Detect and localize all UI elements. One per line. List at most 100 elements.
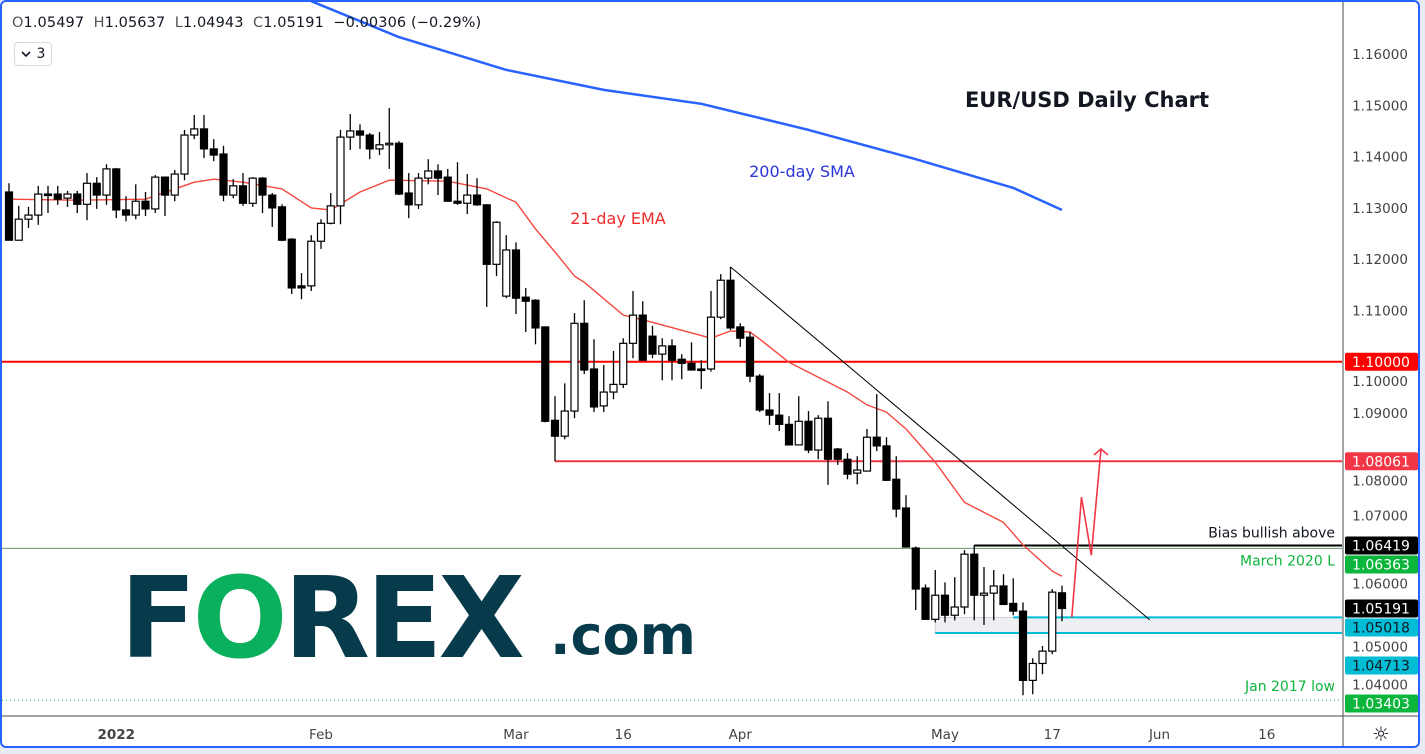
candle[interactable]: [697, 360, 706, 389]
candle[interactable]: [229, 179, 238, 199]
candle[interactable]: [853, 456, 862, 485]
candle[interactable]: [375, 131, 384, 156]
candle[interactable]: [53, 185, 62, 205]
candle[interactable]: [580, 300, 589, 375]
candle[interactable]: [1057, 585, 1067, 622]
candle[interactable]: [658, 338, 667, 381]
candle[interactable]: [268, 193, 277, 227]
candle[interactable]: [394, 141, 404, 196]
candle[interactable]: [472, 178, 482, 206]
candle[interactable]: [521, 287, 530, 333]
candle[interactable]: [765, 393, 774, 425]
candle[interactable]: [667, 339, 677, 381]
candle[interactable]: [999, 574, 1008, 606]
candle[interactable]: [589, 339, 599, 413]
candle[interactable]: [238, 173, 248, 206]
candle[interactable]: [43, 185, 53, 214]
candle[interactable]: [921, 584, 930, 620]
candle[interactable]: [219, 145, 228, 202]
candle[interactable]: [385, 107, 394, 169]
candle[interactable]: [209, 139, 218, 162]
candle[interactable]: [784, 416, 794, 446]
candle[interactable]: [287, 238, 296, 295]
candle[interactable]: [443, 168, 452, 202]
candle[interactable]: [775, 393, 784, 432]
candle[interactable]: [862, 429, 872, 472]
candle[interactable]: [492, 221, 501, 277]
candle[interactable]: [141, 191, 150, 217]
candle[interactable]: [736, 323, 745, 347]
candle[interactable]: [570, 313, 579, 419]
candle[interactable]: [814, 415, 823, 460]
candle[interactable]: [687, 342, 696, 371]
candle[interactable]: [970, 544, 979, 621]
candle[interactable]: [502, 235, 511, 299]
candle[interactable]: [979, 567, 989, 625]
candle[interactable]: [102, 164, 111, 205]
candle[interactable]: [453, 162, 462, 205]
candle[interactable]: [794, 396, 803, 446]
candle[interactable]: [716, 274, 725, 320]
candle[interactable]: [424, 159, 433, 185]
candle[interactable]: [755, 374, 764, 413]
candle[interactable]: [482, 204, 491, 307]
candle[interactable]: [131, 184, 140, 220]
candle[interactable]: [63, 190, 72, 207]
candle[interactable]: [950, 577, 959, 621]
candle[interactable]: [151, 175, 160, 214]
candle[interactable]: [599, 364, 608, 413]
candle[interactable]: [706, 291, 716, 372]
candle[interactable]: [989, 570, 998, 621]
candle[interactable]: [619, 338, 628, 388]
candle[interactable]: [180, 129, 189, 181]
candle[interactable]: [560, 383, 569, 440]
candle[interactable]: [531, 299, 540, 345]
candle[interactable]: [677, 354, 686, 380]
candle[interactable]: [550, 396, 560, 462]
candle[interactable]: [307, 235, 316, 292]
candle[interactable]: [34, 185, 43, 225]
candle[interactable]: [277, 204, 287, 242]
candle[interactable]: [833, 447, 842, 465]
candle[interactable]: [843, 453, 852, 480]
candle[interactable]: [316, 219, 326, 249]
candle[interactable]: [1038, 646, 1047, 675]
candle[interactable]: [648, 325, 657, 359]
candle[interactable]: [940, 582, 950, 623]
candle[interactable]: [4, 183, 14, 241]
candle[interactable]: [726, 266, 735, 330]
candle[interactable]: [911, 546, 920, 611]
candle[interactable]: [823, 401, 833, 485]
candle[interactable]: [1009, 578, 1018, 616]
candle[interactable]: [258, 177, 267, 214]
candle[interactable]: [1028, 658, 1037, 695]
candle[interactable]: [336, 129, 345, 225]
candle[interactable]: [112, 167, 121, 219]
candle[interactable]: [433, 164, 443, 196]
candle[interactable]: [73, 190, 82, 214]
candle[interactable]: [638, 301, 647, 361]
candle[interactable]: [92, 177, 101, 209]
candle[interactable]: [804, 411, 813, 454]
candle[interactable]: [872, 394, 881, 452]
candle[interactable]: [609, 351, 618, 400]
candle[interactable]: [121, 196, 131, 222]
candle[interactable]: [960, 550, 969, 615]
candle[interactable]: [892, 456, 901, 518]
candle[interactable]: [248, 177, 257, 207]
candle[interactable]: [1018, 602, 1028, 696]
candle[interactable]: [1048, 589, 1057, 655]
candle[interactable]: [901, 495, 911, 548]
candle[interactable]: [199, 115, 209, 159]
candle[interactable]: [14, 205, 23, 241]
candle[interactable]: [355, 124, 365, 149]
candle[interactable]: [404, 173, 413, 219]
candle[interactable]: [541, 326, 550, 423]
candle[interactable]: [365, 133, 374, 160]
candle[interactable]: [160, 176, 170, 217]
candle[interactable]: [346, 114, 355, 150]
candle[interactable]: [414, 173, 423, 209]
candle[interactable]: [745, 332, 755, 383]
candle[interactable]: [882, 437, 891, 481]
